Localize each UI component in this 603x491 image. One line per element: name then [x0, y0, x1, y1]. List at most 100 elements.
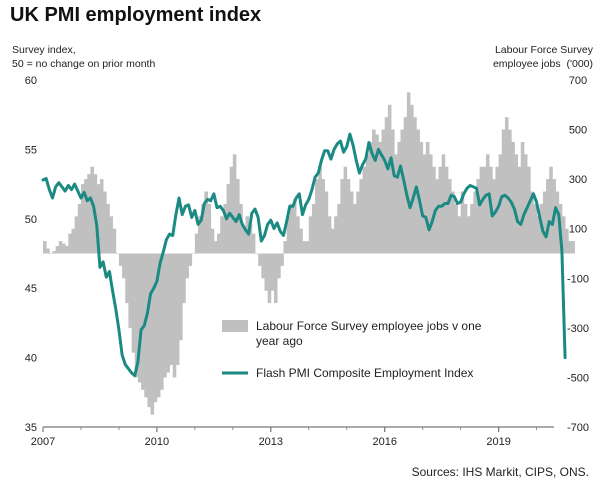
left-tick-label: 35 [25, 422, 37, 434]
jobs-bar [315, 179, 319, 254]
jobs-bar [201, 203, 205, 254]
jobs-bar [372, 129, 376, 254]
jobs-bar [302, 241, 307, 254]
jobs-bar [501, 129, 506, 254]
jobs-bar [169, 253, 174, 366]
jobs-bar [324, 191, 329, 254]
jobs-bar [429, 154, 433, 254]
jobs-bar [504, 117, 509, 254]
right-tick-label: 300 [569, 174, 587, 186]
jobs-bar [109, 216, 113, 254]
jobs-bar [182, 253, 186, 304]
jobs-bar [438, 166, 443, 254]
jobs-bar [128, 253, 132, 328]
jobs-bar [172, 253, 177, 378]
jobs-bar [451, 191, 455, 254]
jobs-bar [242, 228, 246, 254]
jobs-bar [384, 117, 389, 254]
jobs-bar [90, 166, 95, 254]
jobs-bar [179, 253, 183, 341]
jobs-bar [188, 253, 193, 266]
jobs-bar [533, 203, 537, 254]
jobs-bar [118, 253, 123, 266]
bars-layer [43, 92, 575, 415]
jobs-bar [156, 253, 161, 398]
jobs-bar [267, 253, 272, 304]
jobs-bar [406, 92, 411, 254]
left-tick-label: 60 [25, 75, 37, 87]
jobs-bar [112, 228, 117, 254]
jobs-bar [378, 141, 382, 254]
jobs-bar [425, 141, 430, 254]
jobs-bar [523, 154, 528, 254]
jobs-bar [463, 203, 468, 254]
jobs-bar [349, 191, 354, 254]
legend-bar-label: Labour Force Survey employee jobs v one y… [256, 319, 482, 348]
jobs-bar [106, 203, 110, 254]
jobs-bar [223, 203, 227, 254]
right-axis-label: Labour Force Survey employee jobs ('000) [492, 44, 593, 70]
jobs-bar [289, 203, 294, 254]
jobs-bar [68, 233, 72, 254]
jobs-bar [292, 198, 297, 254]
jobs-bar [435, 179, 439, 254]
jobs-bar [160, 253, 164, 390]
jobs-bar [232, 154, 237, 254]
jobs-bar [280, 253, 284, 266]
right-tick-label: 100 [569, 224, 587, 236]
jobs-bar [131, 253, 136, 353]
jobs-bar [492, 179, 496, 254]
jobs-bar [261, 253, 265, 279]
right-tick-label: 500 [569, 125, 587, 137]
jobs-bar [308, 216, 313, 254]
right-tick-label: 700 [569, 75, 587, 87]
jobs-bar [485, 154, 490, 254]
x-tick-label: 2016 [372, 436, 396, 448]
right-tick-label: -300 [567, 323, 589, 335]
jobs-bar [55, 246, 60, 254]
jobs-bar [185, 253, 189, 279]
jobs-bar [150, 253, 155, 415]
jobs-bar [466, 216, 471, 254]
jobs-bar [46, 248, 50, 254]
jobs-bar [444, 166, 449, 254]
jobs-bar [87, 174, 91, 254]
jobs-bar [210, 228, 215, 254]
jobs-bar [286, 216, 291, 254]
line-layer [41, 132, 567, 378]
jobs-bar [153, 253, 158, 403]
jobs-bar [353, 203, 357, 254]
jobs-bar [394, 154, 398, 254]
jobs-bar [397, 141, 401, 254]
jobs-bar [517, 166, 522, 254]
jobs-bar [258, 253, 262, 266]
jobs-bar [454, 203, 458, 254]
jobs-bar [356, 191, 360, 254]
jobs-bar [204, 191, 208, 254]
jobs-bar [448, 179, 452, 254]
jobs-bar [419, 141, 424, 254]
pmi-employment-line [41, 132, 567, 378]
jobs-bar [194, 233, 199, 254]
jobs-bar [305, 241, 310, 254]
jobs-bar [400, 129, 405, 254]
jobs-bar [115, 253, 120, 254]
jobs-bar [327, 216, 332, 254]
jobs-bar [65, 246, 69, 254]
jobs-bar [270, 253, 275, 291]
jobs-bar [422, 154, 427, 254]
legend: Labour Force Survey employee jobs v one y… [222, 319, 482, 380]
jobs-bar [460, 191, 465, 254]
legend-bar-swatch [222, 320, 248, 332]
jobs-bar [296, 216, 300, 254]
jobs-bar [84, 179, 88, 254]
jobs-bar [147, 253, 151, 408]
jobs-bar [43, 241, 47, 254]
jobs-bar [368, 141, 373, 254]
jobs-bar [217, 233, 221, 254]
legend-bar-label-line: year ago [256, 334, 303, 348]
jobs-bar [482, 166, 487, 254]
jobs-bar [71, 228, 76, 254]
jobs-bar [410, 104, 414, 254]
left-tick-label: 55 [25, 144, 37, 156]
